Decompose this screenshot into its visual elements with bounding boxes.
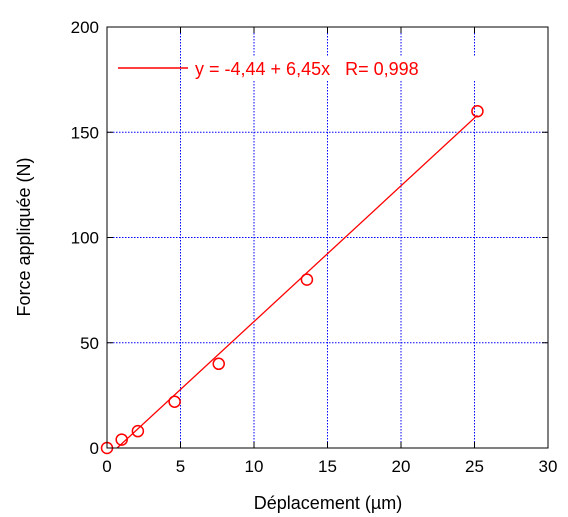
x-tick-label: 15: [318, 457, 337, 476]
fit-layer: [116, 114, 478, 449]
y-tick-label: 0: [90, 439, 99, 458]
legend-text-backdrop: [190, 56, 500, 80]
y-axis-label: Force appliquée (N): [14, 157, 34, 316]
data-point: [131, 424, 145, 438]
y-tick-label: 150: [71, 123, 99, 142]
data-point: [168, 395, 181, 408]
data-point: [471, 104, 484, 118]
legend: y = -4,44 + 6,45x R= 0,998: [118, 56, 500, 80]
y-tick-label: 200: [71, 18, 99, 37]
x-tick-label: 30: [539, 457, 558, 476]
y-tick-label: 100: [71, 229, 99, 248]
legend-label: y = -4,44 + 6,45x R= 0,998: [195, 59, 419, 79]
data-point: [212, 357, 225, 371]
x-axis-label: Déplacement (µm): [254, 493, 402, 513]
y-tick-label: 50: [80, 334, 99, 353]
x-tick-label: 25: [465, 457, 484, 476]
data-point: [115, 433, 128, 446]
x-tick-label: 20: [392, 457, 411, 476]
data-point: [300, 273, 314, 286]
x-tick-label: 10: [245, 457, 264, 476]
x-tick-label: 5: [176, 457, 185, 476]
y-axis-ticks: 0 50 100 150 200: [71, 18, 548, 458]
grid-lines: [107, 27, 548, 448]
x-axis-ticks: 0 5 10 15 20 25 30: [102, 27, 557, 476]
x-tick-label: 0: [102, 457, 111, 476]
fit-line: [116, 114, 478, 449]
